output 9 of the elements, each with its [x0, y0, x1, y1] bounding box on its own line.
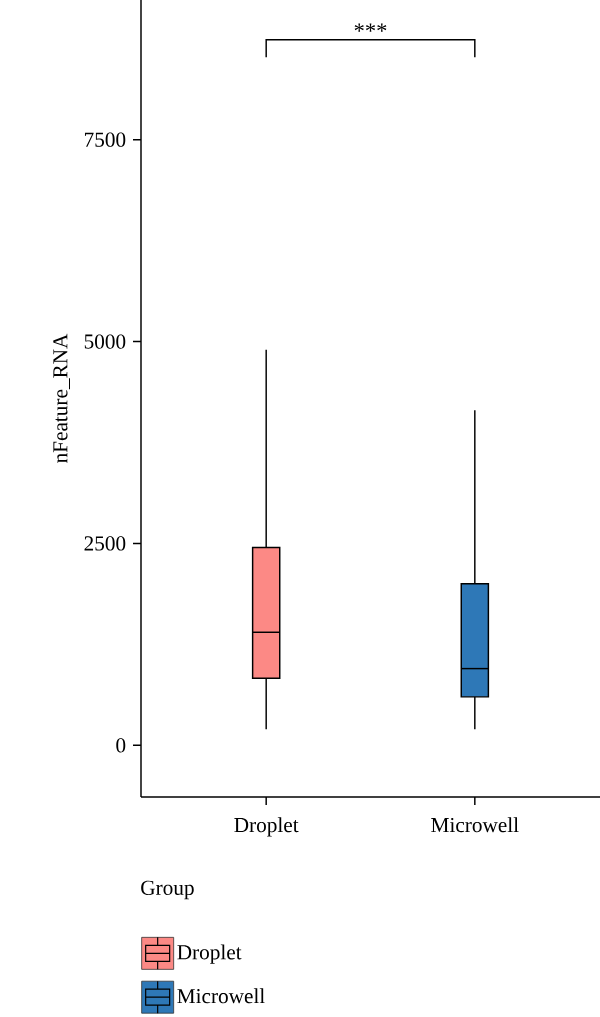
legend-label: Microwell — [177, 988, 265, 1004]
annotation: *** — [354, 23, 387, 32]
legend-title: Group — [141, 880, 194, 900]
legend-label: Droplet — [177, 944, 242, 964]
y-axis-title: nFeature_RNA — [53, 333, 71, 463]
y-tick-label: 5000 — [84, 334, 126, 349]
y-tick-label: 7500 — [84, 132, 126, 147]
y-tick-label: 0 — [116, 738, 126, 753]
y-tick-label: 2500 — [84, 536, 126, 551]
